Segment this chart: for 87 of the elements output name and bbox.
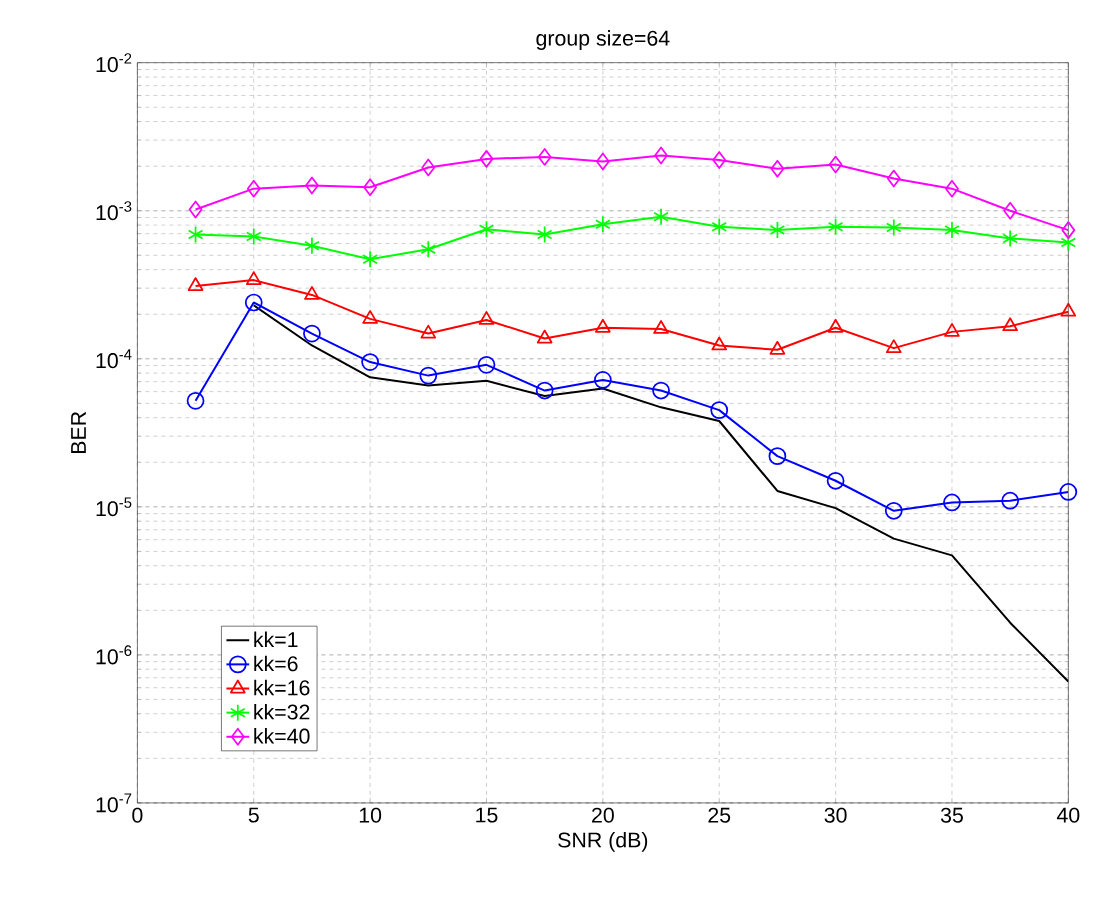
point	[363, 178, 377, 197]
x-tick-label: 20	[592, 807, 614, 823]
point	[828, 155, 843, 174]
point	[1001, 492, 1020, 510]
point	[536, 225, 553, 244]
y-tick-label: 10$^{-3}$	[96, 201, 132, 221]
y-tick-label: 10$^{-2}$	[96, 53, 132, 73]
point	[827, 218, 844, 236]
x-tick-label: 40	[1056, 807, 1080, 823]
legend-label: kk=32	[254, 704, 310, 720]
point	[769, 221, 786, 240]
point	[653, 320, 669, 335]
x-tick-label: 25	[708, 807, 731, 823]
legend-label: kk=6	[254, 655, 298, 672]
point	[1061, 221, 1076, 240]
legend-label: kk=1	[254, 631, 298, 648]
point	[1002, 229, 1018, 248]
point	[652, 381, 670, 400]
point	[945, 179, 959, 198]
point	[1060, 233, 1077, 252]
point	[768, 447, 787, 466]
y-tick-label: 10$^{-6}$	[96, 645, 132, 665]
point	[1059, 483, 1078, 502]
point	[362, 250, 378, 269]
point	[827, 319, 844, 333]
point	[361, 353, 379, 372]
y-tick-label: 10$^{-5}$	[96, 497, 132, 517]
point	[362, 310, 378, 324]
point	[710, 401, 729, 420]
point	[1002, 317, 1018, 332]
point	[420, 324, 437, 339]
point	[595, 215, 611, 234]
point	[304, 237, 320, 255]
point	[536, 329, 553, 344]
point	[826, 472, 845, 490]
point	[419, 366, 438, 385]
y-axis-title: BER	[71, 412, 86, 454]
legend-label: kk=40	[254, 728, 310, 744]
x-tick-label: 30	[824, 807, 847, 823]
point	[535, 381, 554, 400]
point	[1003, 202, 1018, 220]
x-tick-label: 0	[132, 807, 143, 823]
point	[770, 160, 785, 178]
point	[304, 286, 320, 300]
y-tick-label: 10$^{-4}$	[96, 349, 132, 369]
point	[654, 146, 668, 165]
point	[245, 271, 262, 286]
point	[303, 324, 321, 343]
point	[421, 158, 436, 177]
point	[187, 225, 204, 244]
point	[479, 150, 494, 168]
legend-label: kk=16	[254, 679, 310, 696]
point	[769, 341, 786, 355]
point	[885, 218, 902, 237]
point	[537, 148, 552, 166]
point	[420, 240, 437, 259]
point	[944, 323, 960, 337]
point	[884, 502, 903, 520]
point	[478, 220, 495, 239]
x-tick-label: 35	[940, 807, 963, 823]
x-tick-label: 5	[248, 807, 259, 823]
point	[186, 392, 205, 410]
point	[595, 319, 611, 333]
point	[244, 293, 263, 312]
point	[593, 371, 612, 389]
point	[885, 339, 902, 354]
point	[943, 493, 961, 512]
point	[305, 176, 319, 195]
point	[886, 169, 901, 188]
point	[944, 221, 960, 240]
y-tick-label: 10$^{-7}$	[96, 793, 132, 813]
point	[187, 277, 204, 292]
point	[712, 151, 727, 170]
point	[188, 200, 203, 219]
chart-title: group size=64	[536, 30, 670, 51]
point	[711, 218, 728, 236]
point	[1060, 303, 1077, 317]
point	[477, 356, 496, 374]
point	[711, 336, 728, 351]
x-tick-label: 15	[476, 807, 498, 823]
point	[245, 227, 262, 246]
x-tick-label: 10	[359, 807, 382, 823]
point	[478, 311, 495, 325]
point	[653, 208, 669, 226]
x-axis-title: SNR (dB)	[558, 832, 648, 852]
point	[595, 152, 610, 171]
point	[246, 179, 261, 198]
